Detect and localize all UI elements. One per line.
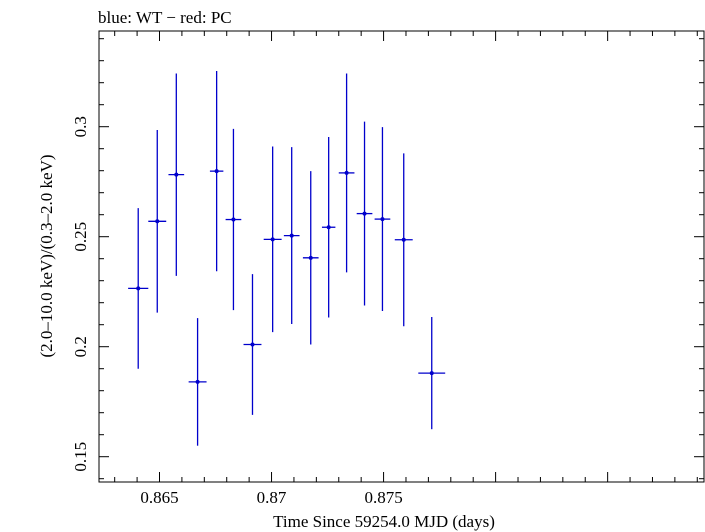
point-marker (155, 219, 160, 224)
x-axis-label: Time Since 59254.0 MJD (days) (273, 512, 495, 531)
point-marker (174, 172, 179, 177)
data-point (243, 274, 262, 415)
point-marker (214, 169, 219, 174)
data-point (356, 121, 373, 306)
data-series (128, 71, 446, 446)
point-marker (401, 237, 406, 242)
data-point (374, 127, 391, 312)
data-point (209, 71, 224, 272)
data-point (128, 208, 149, 369)
point-marker (195, 379, 200, 384)
y-tick-label: 0.3 (71, 116, 90, 137)
y-tick-label: 0.15 (71, 442, 90, 472)
data-point (394, 153, 413, 327)
plot-frame (98, 30, 705, 483)
point-marker (429, 371, 434, 376)
x-axis: 0.865 0.87 0.875 (114, 31, 698, 507)
point-marker (289, 233, 294, 238)
x-tick-label: 0.87 (257, 488, 287, 507)
point-marker (380, 217, 385, 222)
data-point (225, 128, 242, 311)
data-point (188, 318, 207, 446)
y-tick-label: 0.25 (71, 222, 90, 252)
point-marker (362, 211, 367, 216)
data-point (148, 130, 167, 313)
point-marker (136, 286, 141, 291)
point-marker (270, 237, 275, 242)
point-marker (231, 217, 236, 222)
data-point (321, 137, 336, 318)
y-axis: 0.15 0.2 0.25 0.3 (71, 38, 704, 480)
y-tick-label: 0.2 (71, 336, 90, 357)
point-marker (344, 170, 349, 175)
x-tick-label: 0.875 (364, 488, 402, 507)
data-point (338, 73, 355, 273)
data-point (168, 73, 185, 276)
point-marker (250, 342, 255, 347)
point-marker (308, 255, 313, 260)
point-marker (326, 225, 331, 230)
data-point (418, 317, 446, 430)
y-axis-label: (2.0–10.0 keV)/(0.3–2.0 keV) (37, 154, 56, 357)
x-tick-label: 0.865 (140, 488, 178, 507)
data-point (263, 146, 282, 333)
data-point (302, 171, 319, 345)
data-point (283, 147, 300, 325)
chart-title: blue: WT − red: PC (98, 8, 232, 27)
